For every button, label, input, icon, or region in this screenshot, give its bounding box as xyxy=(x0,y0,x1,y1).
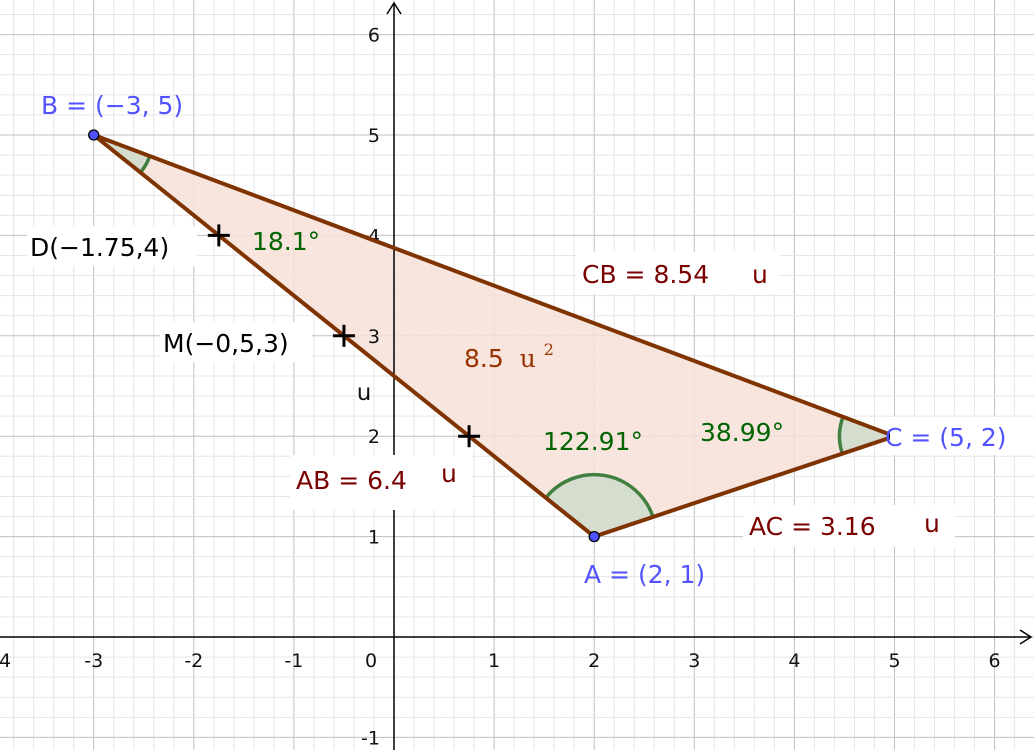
label-bg-cb xyxy=(576,252,780,294)
area-label: 8.5 u 2 xyxy=(464,340,554,373)
segment-cb[interactable] xyxy=(92,133,896,439)
segment-cb-unit: u xyxy=(752,260,768,289)
y-tick-label: -1 xyxy=(361,727,380,749)
angle-a-label: 122.91° xyxy=(543,427,643,456)
y-tick-label: 2 xyxy=(368,426,380,448)
label-bg-c xyxy=(890,417,1034,455)
x-tick-label: 5 xyxy=(888,650,900,672)
point-a[interactable] xyxy=(588,530,600,543)
angle-b-label: 18.1° xyxy=(252,227,320,256)
segment-cb-label: CB = 8.54 xyxy=(582,260,709,289)
angle-c-label: 38.99° xyxy=(700,418,784,447)
y-tick-label: 1 xyxy=(368,527,380,549)
point-d-marker[interactable] xyxy=(207,224,230,247)
point-a-label: A = (2, 1) xyxy=(584,560,705,589)
x-tick-label: 2 xyxy=(588,650,600,672)
angle-a-marker[interactable] xyxy=(543,472,656,539)
x-tick-label: 4 xyxy=(788,650,800,672)
x-axis-arrow xyxy=(1019,629,1033,645)
area-exponent: 2 xyxy=(544,340,554,359)
label-bg-ab xyxy=(290,455,472,510)
segment-ab-label: AB = 6.4 xyxy=(296,466,407,495)
y-axis-arrow xyxy=(386,1,402,15)
area-value: 8.5 xyxy=(464,344,504,373)
area-unit: u xyxy=(520,344,536,373)
y-axis-unit-label: u xyxy=(357,380,372,406)
triangle-abc-area[interactable] xyxy=(93,135,895,537)
segment-ac-label: AC = 3.16 xyxy=(749,512,876,541)
x-tick-label: 3 xyxy=(688,650,700,672)
x-tick-label: 0 xyxy=(365,650,377,672)
point-b[interactable] xyxy=(88,129,100,141)
y-tick-label: 5 xyxy=(368,125,380,147)
point-b-label: B = (−3, 5) xyxy=(41,91,183,120)
point-c-label: C = (5, 2) xyxy=(885,423,1007,452)
x-tick-label: -2 xyxy=(184,650,203,672)
label-bg-d xyxy=(27,226,197,266)
point-m-label: M(−0,5,3) xyxy=(163,329,289,358)
x-tick-label: 6 xyxy=(989,650,1001,672)
point-m-marker[interactable] xyxy=(332,324,355,347)
x-tick-label: 1 xyxy=(488,650,500,672)
segment-ac[interactable] xyxy=(593,434,896,539)
x-tick-label: 4 xyxy=(0,650,11,672)
label-bg-m xyxy=(160,322,312,362)
y-tick-label: 6 xyxy=(368,25,380,47)
point-d-label: D(−1.75,4) xyxy=(30,233,169,262)
point-marker[interactable] xyxy=(458,425,481,448)
x-tick-label: -3 xyxy=(84,650,103,672)
segment-ac-unit: u xyxy=(924,509,940,538)
label-bg-ac xyxy=(743,505,955,547)
segment-ab-unit: u xyxy=(441,459,457,488)
x-tick-label: -1 xyxy=(284,650,303,672)
y-tick-label: 3 xyxy=(368,326,380,348)
